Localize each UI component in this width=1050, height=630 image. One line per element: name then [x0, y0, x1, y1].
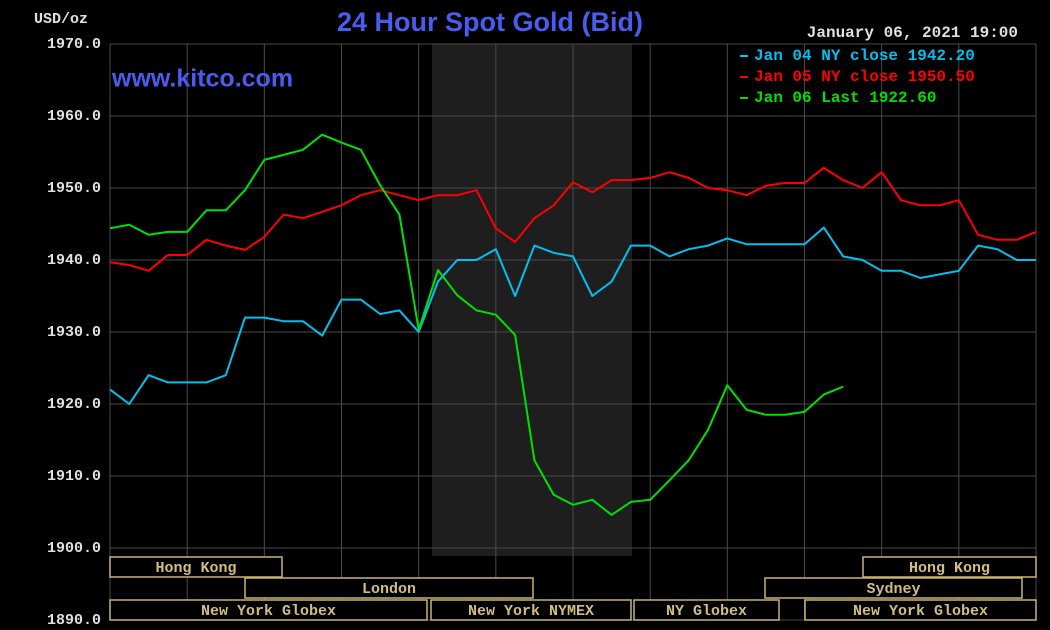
- lines: [109, 133, 1037, 516]
- session-box: [633, 599, 780, 621]
- chart-title: 24 Hour Spot Gold (Bid): [337, 7, 643, 37]
- nymex-shade: [432, 44, 632, 556]
- y-tick-label: 1920.0: [47, 396, 101, 413]
- session-label: Hong Kong: [909, 560, 990, 577]
- legend-label: Jan 06 Last 1922.60: [754, 89, 936, 107]
- session-box: [109, 599, 428, 621]
- grid: [109, 43, 1037, 621]
- session-label: Sydney: [866, 581, 920, 598]
- y-tick-label: 1960.0: [47, 108, 101, 125]
- y-tick-label: 1900.0: [47, 540, 101, 557]
- session-box: [862, 556, 1037, 578]
- y-tick-label: 1930.0: [47, 324, 101, 341]
- series-line: [109, 226, 1036, 405]
- session-box: [804, 599, 1037, 621]
- session-label: NY Globex: [666, 603, 747, 620]
- session-label: New York Globex: [201, 603, 336, 620]
- timestamp: January 06, 2021 19:00: [807, 24, 1018, 42]
- y-axis: 1890.0 1900.0 1910.0 1920.0 1930.0 1940.0 1950…: [47, 36, 101, 629]
- session-label: London: [362, 581, 416, 598]
- session-box: [430, 599, 632, 621]
- y-axis-label: USD/oz: [34, 11, 88, 28]
- session-label: New York Globex: [853, 603, 988, 620]
- session-box: [764, 577, 1023, 599]
- session-box: [244, 577, 534, 599]
- y-tick-label: 1950.0: [47, 180, 101, 197]
- session-label: Hong Kong: [155, 560, 236, 577]
- y-tick-label: 1970.0: [47, 36, 101, 53]
- series-line: [109, 133, 844, 516]
- session-label: New York NYMEX: [468, 603, 594, 620]
- legend-label: Jan 04 NY close 1942.20: [754, 47, 975, 65]
- y-tick-label: 1940.0: [47, 252, 101, 269]
- legend-label: Jan 05 NY close 1950.50: [754, 68, 975, 86]
- y-tick-label: 1890.0: [47, 612, 101, 629]
- watermark: www.kitco.com: [111, 65, 293, 93]
- series-line: [109, 166, 1037, 272]
- sessions: Hong Kong Hong Kong London Sydney New York G…: [109, 556, 1037, 621]
- session-box: [109, 556, 283, 578]
- y-tick-label: 1910.0: [47, 468, 101, 485]
- legend: Jan 04 NY close 1942.20 Jan 05 NY close 1…: [740, 47, 975, 107]
